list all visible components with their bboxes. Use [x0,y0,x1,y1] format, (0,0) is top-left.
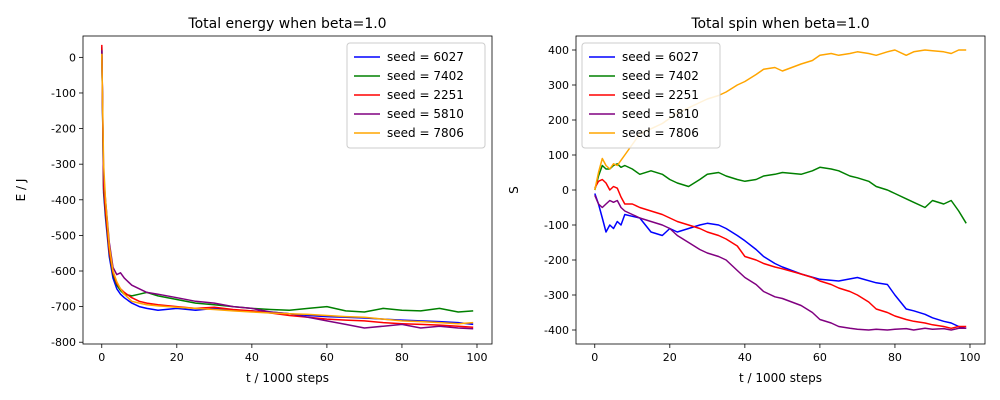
series-lines [101,44,474,330]
x-tick-label: 40 [738,351,752,364]
x-tick-label: 100 [959,351,980,364]
legend-frame [581,42,721,149]
legend-entry: seed = 7806 [387,126,464,140]
series-line-3 [101,50,474,330]
y-tick-label: -200 [51,123,76,136]
x-tick-label: 20 [663,351,677,364]
legend-entry: seed = 2251 [387,88,464,102]
axes-frame [82,35,493,345]
x-axis-label: t / 1000 steps [246,371,329,385]
legend-entry: seed = 7402 [622,69,699,83]
series-line-4 [101,53,474,325]
y-tick-label: 100 [548,149,569,162]
x-tick-label: 80 [888,351,902,364]
legend-entry: seed = 7402 [387,69,464,83]
x-tick-label: 60 [320,351,334,364]
legend: seed = 6027 seed = 7402 seed = 2251 seed = … [346,42,486,149]
y-tick-label: 0 [69,51,76,64]
y-tick-label: -600 [51,265,76,278]
x-axis-label: t / 1000 steps [739,371,822,385]
x-tick-label: 0 [591,351,598,364]
series-lines [594,49,967,331]
y-tick-label: -700 [51,301,76,314]
y-tick-label: 0 [562,184,569,197]
legend-entry: seed = 6027 [622,50,699,64]
y-tick-label: -100 [544,219,569,232]
y-axis-label: S [507,186,521,194]
chart-panel-1: Total spin when beta=1.0 0 20 40 60 80 100 400 3… [507,16,986,385]
legend: seed = 6027 seed = 7402 seed = 2251 seed = … [581,42,721,149]
series-line-0 [594,193,967,330]
chart-title: Total spin when beta=1.0 [690,16,869,32]
x-tick-label: 0 [98,351,105,364]
y-tick-label: -500 [51,229,76,242]
legend-entry: seed = 2251 [622,88,699,102]
x-tick-label: 60 [813,351,827,364]
legend-frame [346,42,486,149]
y-tick-label: -200 [544,254,569,267]
legend-entry: seed = 5810 [387,107,464,121]
y-tick-label: -300 [51,158,76,171]
series-line-3 [594,195,967,331]
y-tick-label: 200 [548,114,569,127]
series-line-1 [594,163,967,224]
legend-entry: seed = 6027 [387,50,464,64]
y-tick-label: 300 [548,79,569,92]
y-axis-label: E / J [14,179,28,202]
y-tick-label: -400 [51,194,76,207]
x-tick-label: 100 [466,351,487,364]
series-line-4 [594,49,967,191]
y-tick-label: -300 [544,289,569,302]
y-tick-label: -100 [51,87,76,100]
y-tick-label: 400 [548,44,569,57]
x-tick-label: 40 [245,351,259,364]
legend-entry: seed = 7806 [622,126,699,140]
chart-panel-0: Total energy when beta=1.0 0 20 40 60 80 100 0 -… [14,16,493,385]
x-tick-label: 80 [395,351,409,364]
y-tick-label: -400 [544,324,569,337]
y-tick-label: -800 [51,336,76,349]
series-line-2 [594,178,967,330]
x-tick-label: 20 [170,351,184,364]
chart-title: Total energy when beta=1.0 [187,16,386,32]
legend-entry: seed = 5810 [622,107,699,121]
